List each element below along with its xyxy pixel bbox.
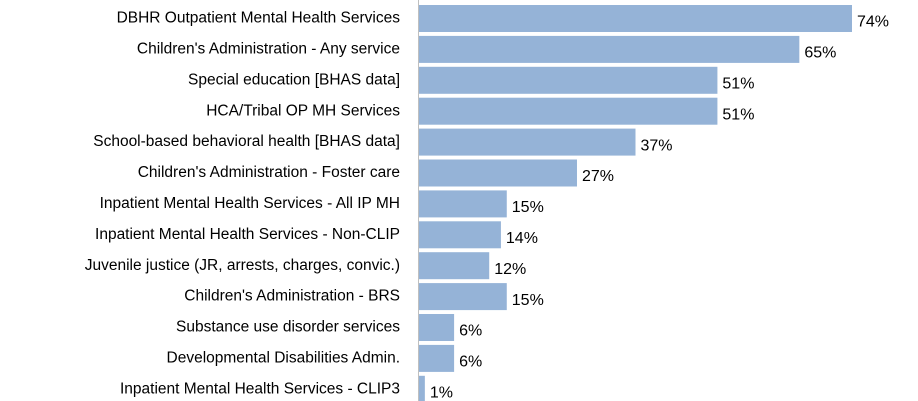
value-label: 1% [430,385,453,401]
category-label: Juvenile justice (JR, arrests, charges, … [85,257,400,274]
category-label: Inpatient Mental Health Services - Non-C… [95,226,400,243]
bar [419,5,852,32]
bar [419,314,455,341]
value-label: 51% [722,76,754,93]
category-label: Children's Administration - BRS [184,288,400,305]
category-label: Inpatient Mental Health Services - All I… [100,195,400,212]
category-label: DBHR Outpatient Mental Health Services [117,10,401,27]
bar [419,252,490,280]
category-label: Children's Administration - Any service [137,40,400,57]
value-label: 12% [494,261,526,278]
value-label: 37% [641,137,673,154]
value-label: 51% [722,106,754,123]
bar [419,159,577,187]
value-label: 15% [512,199,544,216]
bar [419,190,507,218]
bar [419,344,455,372]
category-label: Special education [BHAS data] [188,71,400,88]
bar [419,128,636,156]
bar [419,66,718,94]
value-label: 6% [459,323,482,340]
value-label: 65% [804,45,836,62]
value-label: 6% [459,354,482,371]
value-label: 27% [582,168,614,185]
category-label: HCA/Tribal OP MH Services [206,102,400,119]
value-label: 14% [506,230,538,247]
category-label: School-based behavioral health [BHAS dat… [93,133,400,150]
category-label: Children's Administration - Foster care [138,164,400,181]
bar [419,35,800,63]
value-label: 15% [512,292,544,309]
bar [419,221,501,249]
bar [419,375,425,401]
category-label: Developmental Disabilities Admin. [167,349,400,366]
value-label: 74% [857,14,889,31]
category-label: Substance use disorder services [176,319,400,336]
category-label: Inpatient Mental Health Services - CLIP3 [120,380,400,397]
bar [419,97,718,125]
bar [419,283,507,311]
